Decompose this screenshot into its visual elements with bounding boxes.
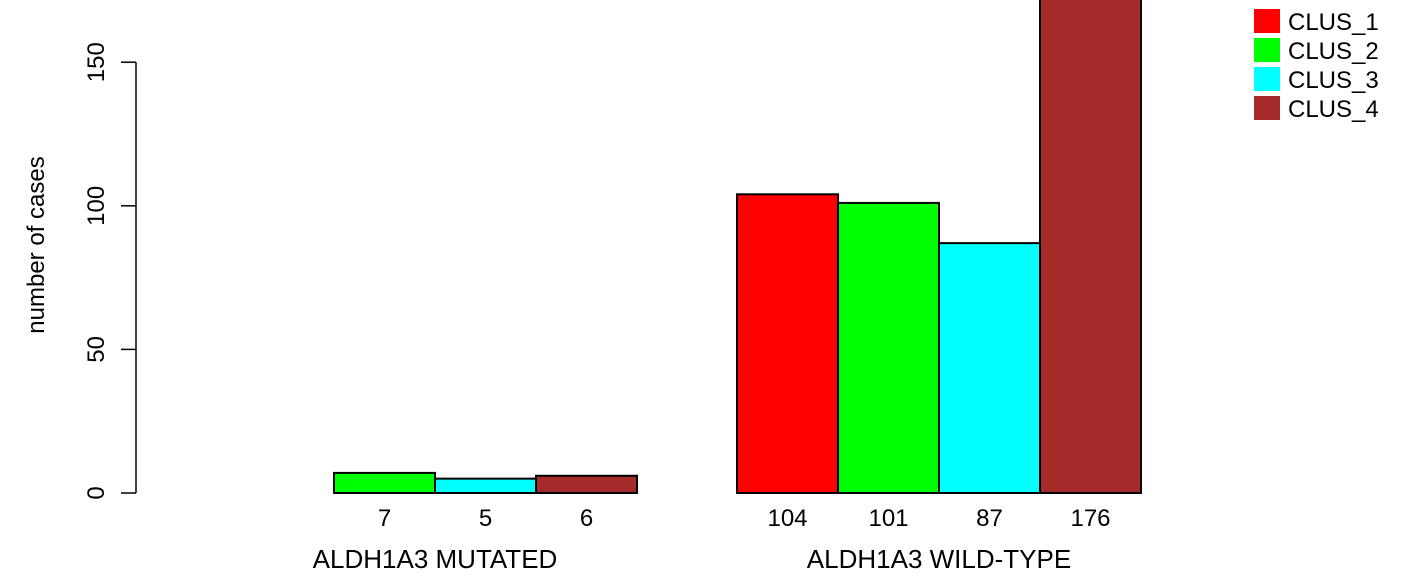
group-label: ALDH1A3 MUTATED: [313, 544, 558, 574]
group-label: ALDH1A3 WILD-TYPE: [807, 544, 1071, 574]
bar: [535, 474, 638, 495]
legend-swatch: [1254, 38, 1280, 62]
group-labels: ALDH1A3 MUTATED ALDH1A3 WILD-TYPE: [313, 544, 1072, 574]
bar-value-label: 104: [767, 505, 807, 532]
y-tick-label: 0: [83, 486, 110, 499]
bar-value-label: 87: [976, 505, 1003, 532]
bar: [333, 471, 436, 494]
bar: [1039, 0, 1142, 494]
y-tick-label: 100: [83, 186, 110, 226]
y-tick-label: 150: [83, 42, 110, 82]
legend-swatch: [1254, 96, 1280, 120]
bar: [434, 477, 537, 495]
bar-value-label: 5: [479, 505, 492, 532]
bar-group: [333, 0, 1142, 495]
legend-swatch: [1254, 67, 1280, 91]
legend-label: CLUS_4: [1288, 96, 1379, 123]
bar-value-label: 176: [1070, 505, 1110, 532]
legend-label: CLUS_2: [1288, 38, 1379, 65]
bar-value-label: 101: [868, 505, 908, 532]
legend-label: CLUS_1: [1288, 9, 1379, 36]
bar: [837, 201, 940, 494]
legend-swatch: [1254, 9, 1280, 33]
value-labels: 7 5 6 104 101 87 176: [378, 505, 1111, 532]
bar-value-label: 6: [580, 505, 593, 532]
bar: [736, 193, 839, 494]
y-tick-label: 50: [83, 336, 110, 363]
legend-label: CLUS_3: [1288, 67, 1379, 94]
y-axis: 0 50 100 150: [83, 42, 137, 500]
y-axis-label: number of cases: [23, 156, 50, 333]
bar-value-label: 7: [378, 505, 391, 532]
bar: [938, 242, 1041, 494]
